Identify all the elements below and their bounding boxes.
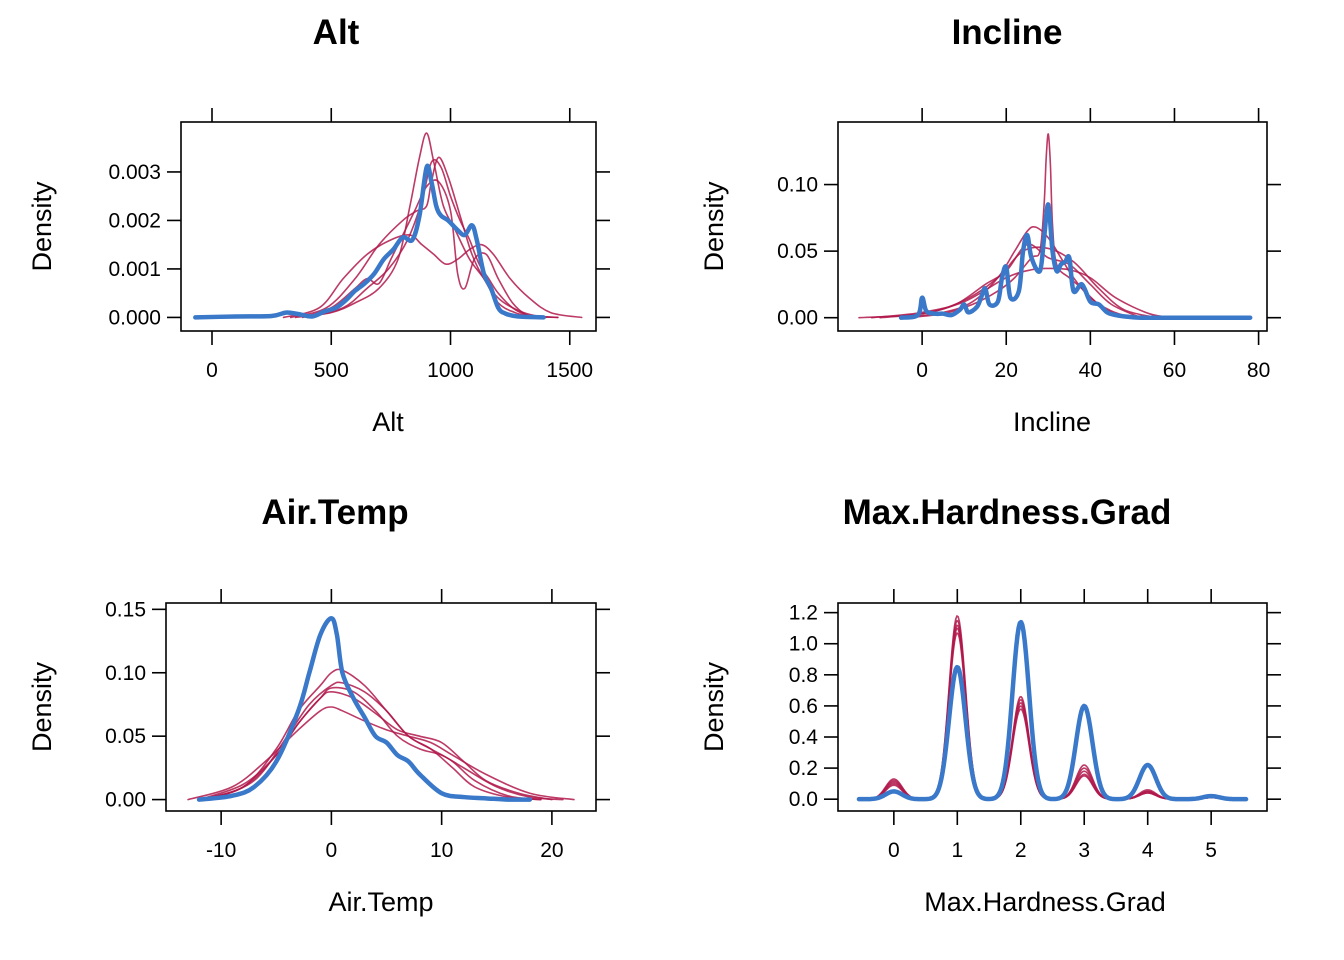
x-tick-label: 0 bbox=[326, 839, 338, 862]
y-tick-label: 0.003 bbox=[108, 161, 161, 184]
imputed-density-line bbox=[198, 668, 542, 801]
y-axis-label: Density bbox=[27, 181, 57, 272]
imputed-density-line bbox=[870, 267, 1176, 319]
y-tick-label: 0.00 bbox=[777, 307, 818, 330]
y-tick-label: 0.6 bbox=[789, 695, 818, 718]
y-tick-label: 0.001 bbox=[108, 258, 161, 281]
x-tick-label: 80 bbox=[1247, 359, 1270, 382]
x-axis-label: Alt bbox=[372, 407, 404, 437]
observed-density-line bbox=[193, 163, 546, 320]
observed-density-line bbox=[898, 202, 1253, 321]
panel-title: Max.Hardness.Grad bbox=[843, 493, 1172, 532]
x-tick-label: 2 bbox=[1015, 839, 1027, 862]
imputed-density-line bbox=[858, 627, 1247, 800]
x-tick-label: 1 bbox=[951, 839, 963, 862]
y-tick-label: 0.10 bbox=[777, 174, 818, 197]
x-tick-label: 60 bbox=[1163, 359, 1186, 382]
x-tick-label: 3 bbox=[1078, 839, 1090, 862]
y-tick-label: 0.05 bbox=[777, 240, 818, 263]
imputed-density-line bbox=[289, 156, 559, 319]
observed-density-line bbox=[856, 619, 1249, 802]
x-tick-label: 20 bbox=[540, 839, 563, 862]
plot-frame bbox=[180, 121, 597, 332]
y-axis-label: Density bbox=[699, 661, 729, 752]
y-tick-label: 0.0 bbox=[789, 788, 818, 811]
x-tick-label: 10 bbox=[430, 839, 453, 862]
x-tick-label: 1000 bbox=[427, 359, 474, 382]
panel-title: Air.Temp bbox=[261, 493, 408, 532]
x-tick-label: 40 bbox=[1079, 359, 1102, 382]
imputed-density-line bbox=[858, 615, 1247, 800]
y-tick-label: 0.00 bbox=[105, 789, 146, 812]
density-panel: Incline 0 20 40 60 80 0.00 0.05 0.10 Incline Densi… bbox=[699, 13, 1281, 437]
x-tick-label: 0 bbox=[888, 839, 900, 862]
y-tick-label: 0.4 bbox=[789, 726, 819, 749]
x-tick-label: 500 bbox=[314, 359, 349, 382]
y-tick-label: 0.15 bbox=[105, 598, 146, 621]
imputed-density-line bbox=[858, 632, 1247, 800]
y-tick-label: 1.2 bbox=[789, 602, 818, 625]
observed-density-line bbox=[196, 615, 533, 802]
imputed-density-line bbox=[858, 624, 1247, 800]
imputed-density-line bbox=[294, 132, 559, 319]
y-tick-label: 1.0 bbox=[789, 633, 818, 656]
x-tick-label: 0 bbox=[916, 359, 928, 382]
x-tick-label: 20 bbox=[995, 359, 1018, 382]
y-tick-label: 0.000 bbox=[108, 306, 161, 329]
imputed-density-line bbox=[858, 619, 1247, 800]
plot-frame bbox=[165, 602, 597, 812]
y-tick-label: 0.05 bbox=[105, 725, 146, 748]
x-tick-label: -10 bbox=[206, 839, 236, 862]
x-tick-label: 5 bbox=[1205, 839, 1217, 862]
x-axis-label: Incline bbox=[1013, 407, 1091, 437]
panel-title: Alt bbox=[313, 13, 360, 52]
imputed-density-line bbox=[282, 234, 583, 319]
y-tick-label: 0.8 bbox=[789, 664, 818, 687]
imputed-density-line bbox=[306, 159, 547, 319]
panel-title: Incline bbox=[952, 13, 1063, 52]
x-tick-label: 1500 bbox=[546, 359, 593, 382]
imputed-density-line bbox=[198, 690, 553, 801]
x-axis-label: Air.Temp bbox=[328, 887, 433, 917]
plot-frame bbox=[837, 121, 1268, 332]
x-axis-label: Max.Hardness.Grad bbox=[924, 887, 1166, 917]
y-tick-label: 0.10 bbox=[105, 662, 146, 685]
y-axis-label: Density bbox=[27, 661, 57, 752]
y-tick-label: 0.002 bbox=[108, 209, 161, 232]
x-tick-label: 4 bbox=[1142, 839, 1154, 862]
density-panel: Air.Temp -10 0 10 20 0.00 0.05 0.10 0.15 Air.Temp… bbox=[27, 493, 610, 917]
y-tick-label: 0.2 bbox=[789, 757, 818, 780]
density-panel: Max.Hardness.Grad 0 1 2 3 4 5 0.0 0.2 0.4 0.6 0.8 1.… bbox=[699, 493, 1281, 917]
x-tick-label: 0 bbox=[206, 359, 218, 382]
plot-frame bbox=[837, 602, 1268, 812]
y-axis-label: Density bbox=[699, 181, 729, 272]
density-panel: Alt 0 500 1000 1500 0.000 0.001 0.002 0.003 Alt De… bbox=[27, 13, 610, 437]
